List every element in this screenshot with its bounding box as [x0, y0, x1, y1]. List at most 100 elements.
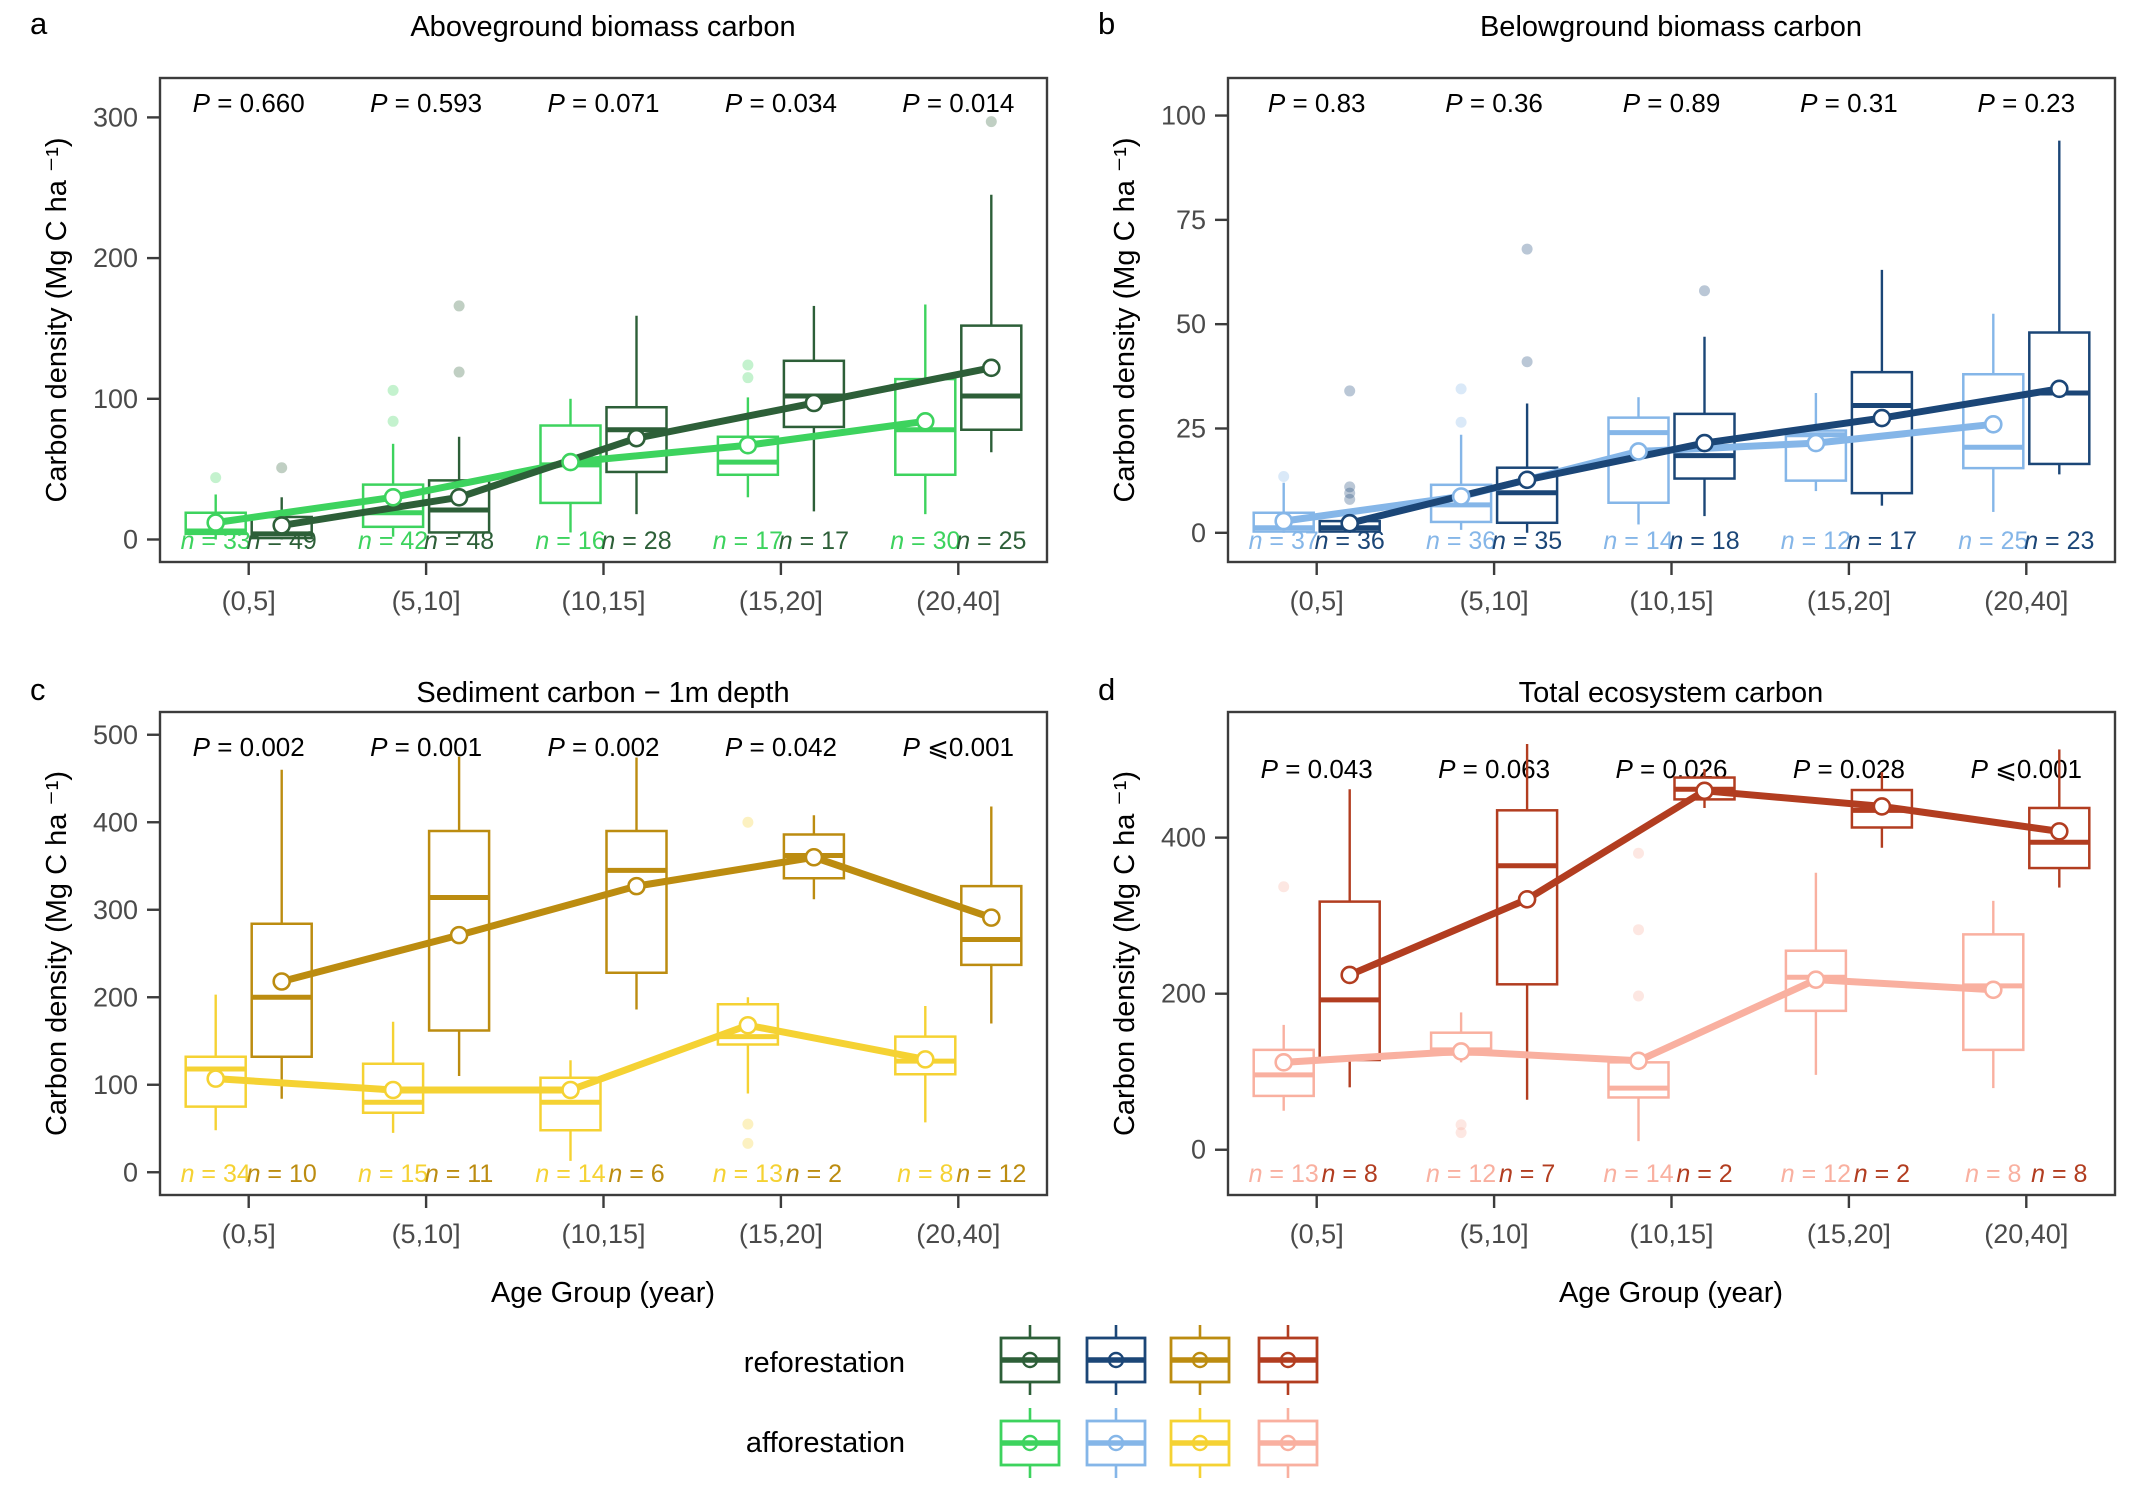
p-value-label: P = 0.028 [1793, 754, 1905, 784]
n-count-label: n = 14 [1603, 527, 1673, 555]
mean-circle [738, 435, 758, 455]
n-count-label: n = 25 [956, 527, 1026, 555]
p-value-label: P = 0.026 [1615, 754, 1727, 784]
x-tick-label: (0,5] [222, 586, 276, 616]
p-value-label: P = 0.593 [370, 88, 482, 118]
panel-b-border [1226, 76, 2117, 564]
n-count-label: n = 7 [1499, 1160, 1555, 1188]
box [250, 922, 313, 1058]
outlier-point [1344, 385, 1356, 397]
y-axis-title: Carbon density (Mg C ha ⁻¹) [1109, 771, 1141, 1136]
x-tick-label: (5,10] [1460, 1219, 1529, 1249]
n-count-label: n = 12 [956, 1160, 1026, 1188]
n-count-label: n = 14 [1603, 1160, 1673, 1188]
y-tick-label: 100 [93, 384, 138, 414]
mean-circle [1451, 487, 1471, 506]
mean-circle [561, 1080, 580, 1100]
n-count-label: n = 17 [1847, 527, 1917, 555]
legend-boxplot-mean-circle [1279, 1351, 1297, 1369]
box [2028, 331, 2091, 466]
panel-d-title: Total ecosystem carbon [1519, 677, 1824, 709]
y-tick-label: 300 [93, 895, 138, 925]
mean-circle [1872, 797, 1892, 816]
n-count-label: n = 12 [1781, 527, 1851, 555]
mean-circle [1806, 970, 1826, 989]
p-value-label: P = 0.002 [193, 732, 305, 762]
x-axis-title: Age Group (year) [1559, 1277, 1783, 1309]
n-count-label: n = 8 [897, 1160, 953, 1188]
x-tick-label: (20,40] [916, 586, 1000, 616]
mean-circle [627, 428, 646, 448]
p-value-label: P = 0.014 [902, 88, 1014, 118]
x-tick-label: (0,5] [1290, 1219, 1344, 1249]
outlier-point [387, 384, 399, 396]
n-count-label: n = 17 [713, 527, 783, 555]
y-tick-label: 50 [1176, 309, 1206, 339]
legend-boxplot-mean-circle [1107, 1351, 1125, 1369]
mean-circle [383, 487, 403, 507]
y-tick-label: 300 [93, 102, 138, 132]
y-tick-label: 200 [93, 982, 138, 1012]
n-count-label: n = 16 [535, 527, 605, 555]
n-count-label: n = 10 [247, 1160, 317, 1188]
outlier-point [742, 816, 754, 828]
n-count-label: n = 48 [424, 527, 494, 555]
panel-d-letter: d [1098, 672, 1115, 707]
n-count-label: n = 8 [1322, 1160, 1378, 1188]
n-count-label: n = 8 [2031, 1160, 2087, 1188]
mean-circle [981, 908, 1001, 927]
legend-label-reforestation: reforestation [744, 1347, 905, 1379]
n-count-label: n = 11 [425, 1160, 493, 1188]
p-value-label: P = 0.071 [547, 88, 659, 118]
n-count-label: n = 2 [786, 1160, 842, 1188]
n-count-label: n = 18 [1669, 527, 1739, 555]
n-count-label: n = 49 [247, 527, 317, 555]
box [1962, 372, 2025, 470]
n-count-label: n = 42 [358, 527, 428, 555]
y-tick-label: 75 [1176, 205, 1206, 235]
panel-a-border [158, 76, 1049, 564]
x-axis-title: Age Group (year) [491, 1277, 715, 1309]
n-count-label: n = 14 [535, 1160, 605, 1188]
x-tick-label: (20,40] [1984, 1219, 2068, 1249]
y-axis-title: Carbon density (Mg C ha ⁻¹) [41, 771, 73, 1136]
box [427, 829, 491, 1032]
y-tick-label: 400 [1161, 823, 1206, 853]
p-value-label: P = 0.034 [725, 88, 837, 118]
mean-circle [272, 516, 292, 535]
mean-circle [1984, 980, 2003, 1000]
mean-circle [1629, 442, 1648, 461]
mean-circle [981, 358, 1001, 378]
n-count-label: n = 25 [1958, 527, 2028, 555]
mean-circle [1517, 889, 1537, 909]
outlier-point [1633, 924, 1644, 936]
p-value-label: P ⩽0.001 [1971, 754, 2082, 784]
x-tick-label: (0,5] [1290, 586, 1344, 616]
mean-circle [804, 393, 824, 413]
p-value-label: P = 0.23 [1978, 88, 2076, 118]
n-count-label: n = 35 [1492, 527, 1562, 555]
mean-circle [449, 487, 469, 507]
box [1495, 809, 1559, 986]
y-tick-label: 0 [1191, 1135, 1206, 1165]
panel-c-letter: c [30, 672, 46, 707]
n-count-label: n = 13 [713, 1160, 783, 1188]
outlier-point [742, 1137, 754, 1149]
legend-boxplot-mean-circle [1191, 1434, 1209, 1452]
p-value-label: P = 0.042 [725, 732, 837, 762]
mean-circle [1806, 433, 1826, 453]
outlier-point [1455, 1127, 1467, 1139]
panel-c-border [158, 710, 1049, 1197]
p-value-label: P = 0.001 [370, 732, 482, 762]
n-count-label: n = 2 [1854, 1160, 1910, 1188]
n-count-label: n = 37 [1249, 527, 1319, 555]
x-tick-label: (10,15] [1629, 586, 1713, 616]
p-value-label: P = 0.063 [1438, 754, 1550, 784]
legend-boxplot-mean-circle [1021, 1434, 1039, 1452]
n-count-label: n = 15 [358, 1160, 428, 1188]
p-value-label: P = 0.002 [547, 732, 659, 762]
panel-d-border [1226, 710, 2117, 1197]
legend-boxplot-mean-circle [1021, 1351, 1039, 1369]
p-value-label: P = 0.660 [193, 88, 305, 118]
